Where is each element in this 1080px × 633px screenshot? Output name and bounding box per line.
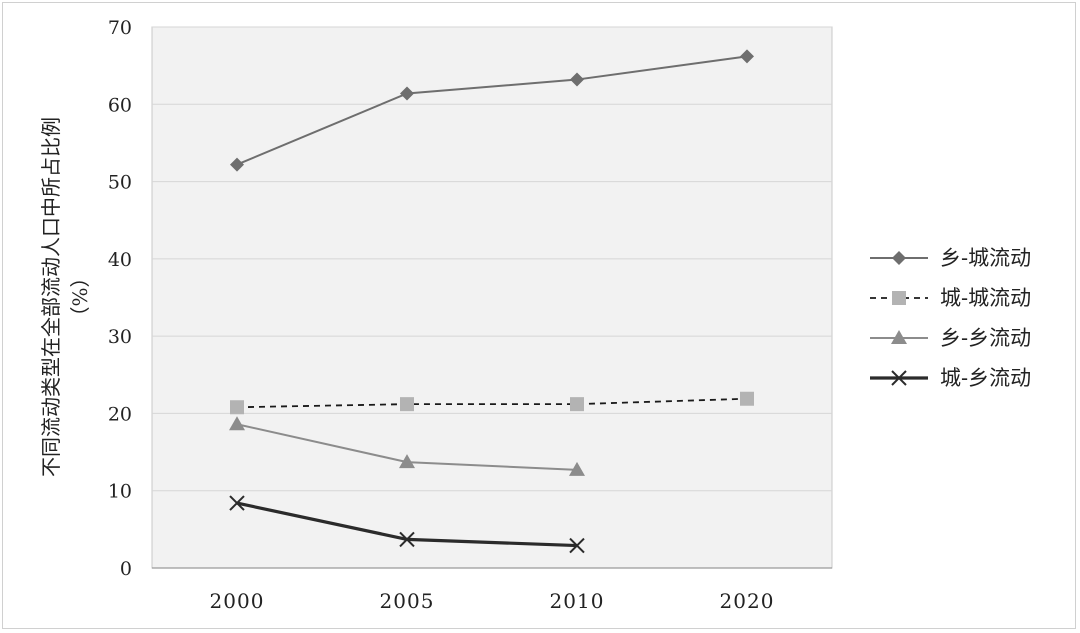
y-tick-label: 20	[108, 403, 132, 425]
legend-item-1: 乡-城流动	[870, 246, 1031, 270]
legend-label: 乡-乡流动	[940, 326, 1031, 350]
data-point	[399, 531, 415, 548]
data-point	[229, 495, 245, 511]
legend-label: 城-城流动	[940, 286, 1031, 310]
y-axis-label-group: 不同流动类型在全部流动人口中所占比例 （%）	[39, 117, 92, 477]
data-point	[399, 454, 415, 469]
series-line	[236, 55, 748, 166]
legend-swatch-marker	[892, 251, 906, 265]
data-point	[400, 86, 414, 101]
series-4	[229, 495, 585, 554]
y-tick-label: 40	[108, 249, 132, 271]
data-point	[569, 537, 585, 554]
legend-item-3: 乡-乡流动	[870, 326, 1031, 350]
x-tick-label: 2020	[720, 589, 775, 613]
legend-swatch-marker	[892, 291, 906, 305]
data-point	[570, 72, 584, 87]
legend-label: 城-乡流动	[940, 366, 1031, 390]
series-2	[230, 391, 754, 415]
data-point	[570, 397, 584, 412]
legend-item-2: 城-城流动	[870, 286, 1031, 310]
data-point	[230, 400, 244, 415]
legend-item-4: 城-乡流动	[870, 366, 1031, 390]
legend-swatch-marker	[891, 330, 907, 344]
x-tick-label: 2005	[380, 589, 435, 613]
series-line	[236, 397, 748, 409]
data-point	[569, 461, 585, 476]
gridlines	[152, 26, 832, 492]
x-tick-label: 2010	[550, 589, 605, 613]
legend-label: 乡-城流动	[940, 246, 1031, 270]
data-point	[740, 49, 754, 64]
series-group	[229, 49, 754, 554]
data-point	[740, 391, 754, 406]
x-axis-ticks: 2000 2005 2010 2020	[210, 589, 775, 613]
data-point	[229, 416, 245, 431]
y-axis-ticks: 0 10 20 30 40 50 60 70	[108, 17, 132, 580]
y-tick-label: 10	[108, 481, 132, 503]
data-point	[400, 397, 414, 412]
y-tick-label: 50	[108, 172, 132, 194]
y-axis-label: 不同流动类型在全部流动人口中所占比例	[39, 117, 63, 477]
data-point	[230, 157, 244, 172]
x-tick-label: 2000	[210, 589, 265, 613]
y-tick-label: 70	[108, 17, 132, 39]
y-tick-label: 0	[120, 558, 132, 580]
y-tick-label: 30	[108, 326, 132, 348]
series-3	[229, 416, 585, 476]
y-axis-unit: （%）	[68, 267, 92, 326]
legend-swatch-marker	[891, 370, 907, 386]
plot-area	[151, 26, 833, 569]
y-tick-label: 60	[108, 94, 132, 116]
series-1	[230, 49, 754, 172]
